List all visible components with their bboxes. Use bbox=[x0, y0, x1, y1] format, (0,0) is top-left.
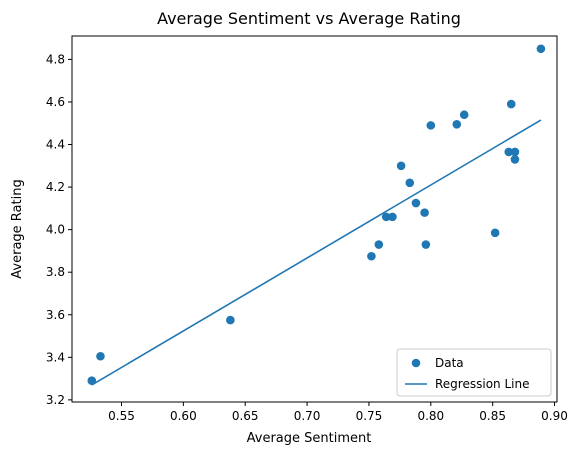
x-tick-label: 0.75 bbox=[356, 409, 383, 423]
legend: Data Regression Line bbox=[396, 348, 552, 397]
x-tick-label: 0.65 bbox=[232, 409, 259, 423]
legend-box bbox=[396, 348, 552, 397]
y-tick-label: 3.2 bbox=[46, 393, 65, 407]
x-tick-label: 0.70 bbox=[294, 409, 321, 423]
y-tick-label: 3.4 bbox=[46, 350, 65, 364]
data-point bbox=[506, 99, 516, 109]
data-point bbox=[510, 147, 520, 157]
data-point bbox=[374, 240, 384, 249]
y-tick-label: 3.8 bbox=[46, 265, 65, 279]
x-tick-label: 0.60 bbox=[170, 409, 197, 423]
plot-frame bbox=[71, 35, 558, 403]
data-point bbox=[426, 121, 436, 130]
data-point bbox=[536, 44, 546, 54]
y-tick-label: 4.8 bbox=[46, 52, 65, 66]
plot-series bbox=[87, 44, 546, 386]
y-tick-label: 4.2 bbox=[46, 180, 65, 194]
data-point bbox=[96, 351, 105, 361]
data-point bbox=[504, 147, 514, 157]
x-tick-label: 0.80 bbox=[417, 409, 444, 423]
data-point bbox=[452, 120, 462, 129]
data-point bbox=[388, 212, 397, 222]
x-tick-label: 0.85 bbox=[479, 409, 506, 423]
data-point bbox=[459, 110, 469, 120]
x-axis-ticks: 0.55 0.60 0.65 0.70 0.75 0.80 0.85 0.90 bbox=[108, 402, 568, 423]
y-tick-label: 4.0 bbox=[46, 223, 65, 237]
data-point bbox=[226, 315, 235, 325]
data-point bbox=[421, 240, 431, 249]
data-point bbox=[367, 251, 376, 261]
data-point bbox=[420, 208, 429, 217]
x-tick-label: 0.90 bbox=[541, 409, 568, 423]
legend-marker-data bbox=[411, 358, 421, 368]
data-point bbox=[87, 376, 97, 386]
y-axis-label: Average Rating bbox=[10, 179, 25, 278]
data-point bbox=[510, 155, 520, 164]
legend-label: Regression Line bbox=[435, 377, 529, 391]
regression-line bbox=[91, 119, 542, 386]
data-point bbox=[381, 212, 391, 222]
x-tick-label: 0.55 bbox=[108, 409, 135, 423]
y-tick-label: 4.4 bbox=[46, 138, 65, 152]
chart-title: Average Sentiment vs Average Rating bbox=[157, 9, 461, 28]
data-point bbox=[405, 178, 415, 188]
y-axis-ticks: 3.2 3.4 3.6 3.8 4.0 4.2 4.4 4.6 4.8 bbox=[46, 52, 72, 407]
data-point bbox=[396, 161, 406, 171]
data-point bbox=[411, 198, 421, 208]
x-axis-label: Average Sentiment bbox=[247, 431, 372, 446]
y-tick-label: 3.6 bbox=[46, 308, 65, 322]
legend-label: Data bbox=[435, 356, 464, 370]
data-point bbox=[490, 228, 500, 238]
y-tick-label: 4.6 bbox=[46, 95, 65, 109]
